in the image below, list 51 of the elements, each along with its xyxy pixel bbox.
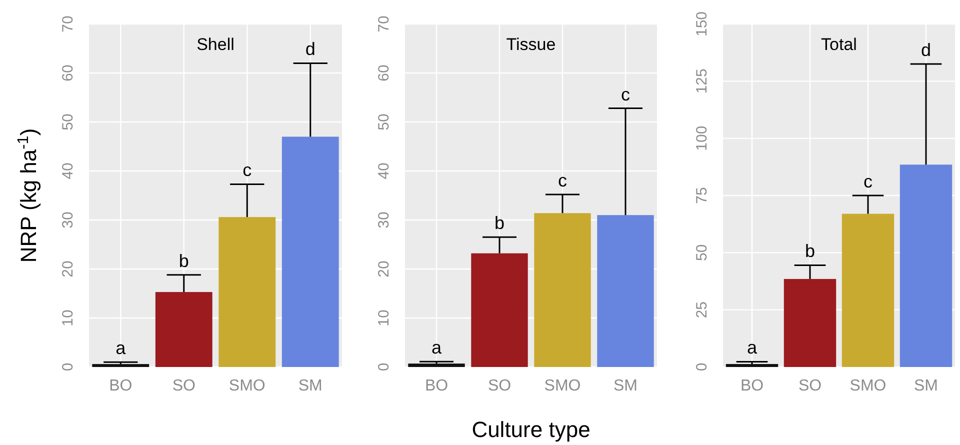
- annotation: b: [178, 250, 189, 271]
- annotation: b: [804, 241, 816, 262]
- annotation: a: [431, 338, 442, 358]
- text: Tissue: [506, 35, 556, 54]
- annotation: c: [864, 172, 872, 192]
- y-tick-label: 60: [59, 64, 76, 82]
- x-tick-label: SO: [488, 377, 512, 394]
- y-tick-label: 50: [59, 114, 76, 130]
- x-tick-label: SMO: [228, 377, 266, 394]
- y-tick-label: 0: [59, 362, 76, 372]
- annotation: a: [746, 338, 758, 358]
- annotation: b: [494, 213, 505, 234]
- x-axis-title: Culture type: [472, 417, 590, 442]
- x-tick-label: BO: [740, 377, 764, 394]
- text: Total: [821, 35, 857, 54]
- y-tick-label: 70: [375, 16, 392, 32]
- y-tick-label: 0: [375, 362, 392, 372]
- x-tick-label: SO: [172, 377, 196, 394]
- text: Shell: [196, 35, 234, 54]
- y-tick-label: 40: [59, 162, 76, 180]
- y-tick-label: 10: [59, 310, 76, 326]
- y-tick-label: 75: [693, 187, 710, 204]
- y-tick-label: 10: [375, 310, 392, 326]
- y-tick-label: 70: [59, 16, 76, 32]
- x-tick-label: SMO: [850, 377, 886, 394]
- y-tick-label: 125: [693, 68, 710, 94]
- annotation: d: [305, 39, 316, 60]
- annotation: d: [920, 40, 932, 60]
- y-tick-label: 150: [693, 11, 710, 37]
- y-tick-label: 40: [375, 162, 392, 180]
- y-tick-label: 50: [375, 114, 392, 130]
- annotation: c: [621, 84, 630, 104]
- annotation: c: [558, 170, 567, 191]
- y-tick-label: 30: [375, 212, 392, 228]
- x-tick-label: BO: [109, 377, 132, 394]
- x-tick-label: SM: [614, 377, 638, 394]
- y-tick-label: 60: [375, 64, 392, 82]
- x-tick-label: BO: [424, 377, 448, 394]
- y-tick-label: 100: [693, 126, 710, 151]
- x-tick-label: SM: [914, 377, 938, 394]
- y-tick-label: 25: [693, 301, 710, 318]
- y-tick-label: 50: [693, 244, 710, 262]
- annotation: a: [116, 338, 127, 358]
- y-tick-label: 0: [693, 362, 710, 372]
- x-tick-label: SMO: [544, 377, 581, 394]
- x-tick-label: SO: [798, 377, 822, 394]
- y-tick-label: 20: [375, 260, 392, 278]
- annotation: c: [242, 160, 252, 180]
- y-tick-label: 30: [59, 212, 76, 228]
- x-tick-label: SM: [298, 377, 322, 394]
- y-tick-label: 20: [59, 260, 76, 278]
